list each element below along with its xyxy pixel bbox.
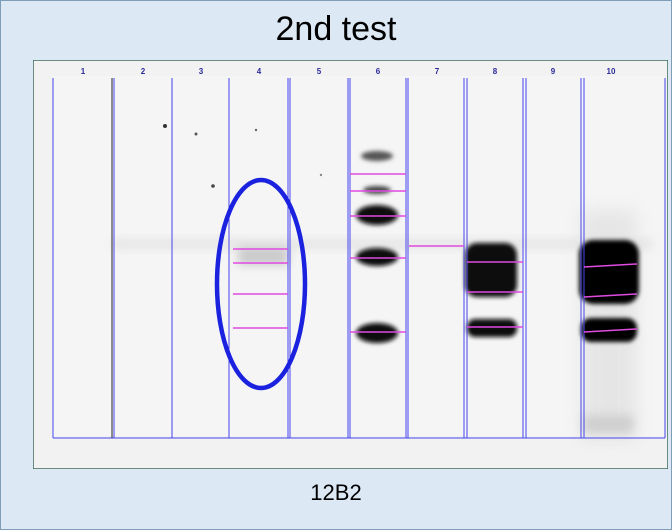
lane-number-6: 6 [376,67,381,76]
lane-6-band [363,186,391,194]
band-markers [233,173,638,333]
lane-4-faint-band [238,247,288,265]
lane-6-band [356,323,398,343]
lane-number-7: 7 [435,67,440,76]
lane-8-band-cluster [465,243,517,297]
lane-number-5: 5 [317,67,322,76]
dust-spot [194,132,198,136]
lane-number-1: 1 [81,67,86,76]
figure-caption: 12B2 [310,480,362,505]
lane-number-8: 8 [493,67,498,76]
western-blot-image: 1 2 3 4 5 6 7 8 9 10 [33,60,668,469]
lane-10-bottom-smear [583,415,633,433]
lane-6-band [356,248,398,266]
dust-spot [254,128,258,132]
highlight-ellipse [214,177,308,391]
lane-8-band [467,319,517,337]
lane-6-band [356,205,398,225]
lane-number-10: 10 [607,67,616,76]
lane-6-band [361,151,393,161]
lane-10-band-cluster [579,240,639,304]
lane-number-3: 3 [199,67,204,76]
lane-number-4: 4 [257,67,262,76]
background-smear [113,240,653,248]
lane-number-2: 2 [141,67,146,76]
dust-spot [163,124,167,128]
dust-spot [211,184,215,188]
lane-number-9: 9 [551,67,556,76]
figure-title: 2nd test [275,10,397,48]
dust-spot [319,173,323,177]
